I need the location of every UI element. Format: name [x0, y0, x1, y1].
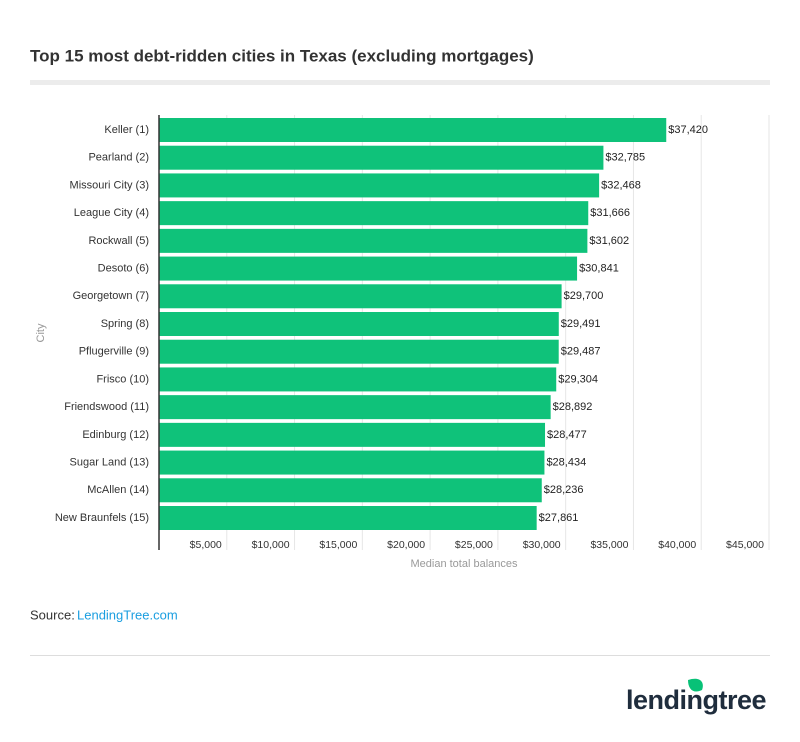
x-tick-label: $35,000: [590, 539, 628, 551]
bar: [159, 256, 578, 281]
x-tick-label: $30,000: [523, 539, 561, 551]
value-label: $27,861: [539, 512, 579, 524]
y-tick-label: Pearland (2): [88, 152, 149, 164]
bar: [159, 145, 604, 170]
value-label: $31,602: [589, 235, 629, 247]
value-label: $32,785: [605, 152, 645, 164]
bar: [159, 506, 537, 530]
value-label: $29,700: [564, 290, 604, 302]
x-tick-label: $25,000: [455, 539, 493, 551]
bar: [159, 339, 559, 364]
y-tick-label: Rockwall (5): [88, 235, 149, 247]
value-label: $30,841: [579, 262, 619, 274]
value-label: $29,491: [561, 318, 601, 330]
value-label: $31,666: [590, 207, 630, 219]
value-label: $28,892: [553, 401, 593, 413]
source-label: Source:: [30, 607, 75, 622]
plot: $5,000 $10,000 $15,000 $20,000 $25,000 $30,00…: [55, 115, 770, 551]
bar: [159, 395, 551, 420]
y-tick-label: Desoto (6): [98, 262, 149, 274]
logo-leaf: [688, 678, 703, 692]
y-tick-label: McAllen (14): [87, 484, 149, 496]
x-tick-label: $40,000: [658, 539, 696, 551]
bar: [159, 201, 589, 226]
value-label: $28,434: [546, 456, 586, 468]
bar: [159, 173, 600, 198]
y-tick-label: New Braunfels (15): [55, 512, 149, 524]
bar: [159, 367, 557, 392]
bar: [159, 422, 546, 447]
logo: lendingtree: [626, 685, 767, 715]
value-label: $29,487: [561, 346, 601, 358]
value-label: $28,477: [547, 429, 587, 441]
bar: [159, 450, 545, 475]
y-tick-label: Georgetown (7): [73, 290, 149, 302]
x-tick-label: $45,000: [726, 539, 764, 551]
y-tick-label: Friendswood (11): [64, 401, 149, 413]
x-tick-label: $10,000: [252, 539, 290, 551]
y-tick-label: Spring (8): [101, 318, 149, 330]
value-label: $29,304: [558, 373, 598, 385]
x-tick-label: $15,000: [319, 539, 357, 551]
bar: [159, 284, 562, 309]
x-tick-label: $5,000: [190, 539, 222, 551]
bar: [159, 228, 588, 253]
y-axis-title: City: [35, 323, 47, 342]
y-tick-label: Keller (1): [104, 124, 149, 136]
y-tick-label: Sugar Land (13): [70, 456, 150, 468]
y-tick-label: Frisco (10): [96, 373, 149, 385]
value-label: $37,420: [668, 124, 708, 136]
chart-title: Top 15 most debt-ridden cities in Texas …: [30, 46, 534, 65]
value-label: $28,236: [544, 484, 584, 496]
title-rule: [30, 80, 770, 85]
value-label: $32,468: [601, 179, 641, 191]
y-tick-label: League City (4): [74, 207, 149, 219]
y-tick-label: Missouri City (3): [70, 179, 149, 191]
bar: [159, 312, 559, 336]
x-tick-label: $20,000: [387, 539, 425, 551]
bar: [159, 118, 667, 142]
y-tick-label: Pflugerville (9): [79, 346, 149, 358]
source-link[interactable]: LendingTree.com: [77, 607, 178, 622]
bar: [159, 478, 542, 503]
y-tick-label: Edinburg (12): [82, 429, 149, 441]
x-axis-title: Median total balances: [410, 558, 518, 570]
